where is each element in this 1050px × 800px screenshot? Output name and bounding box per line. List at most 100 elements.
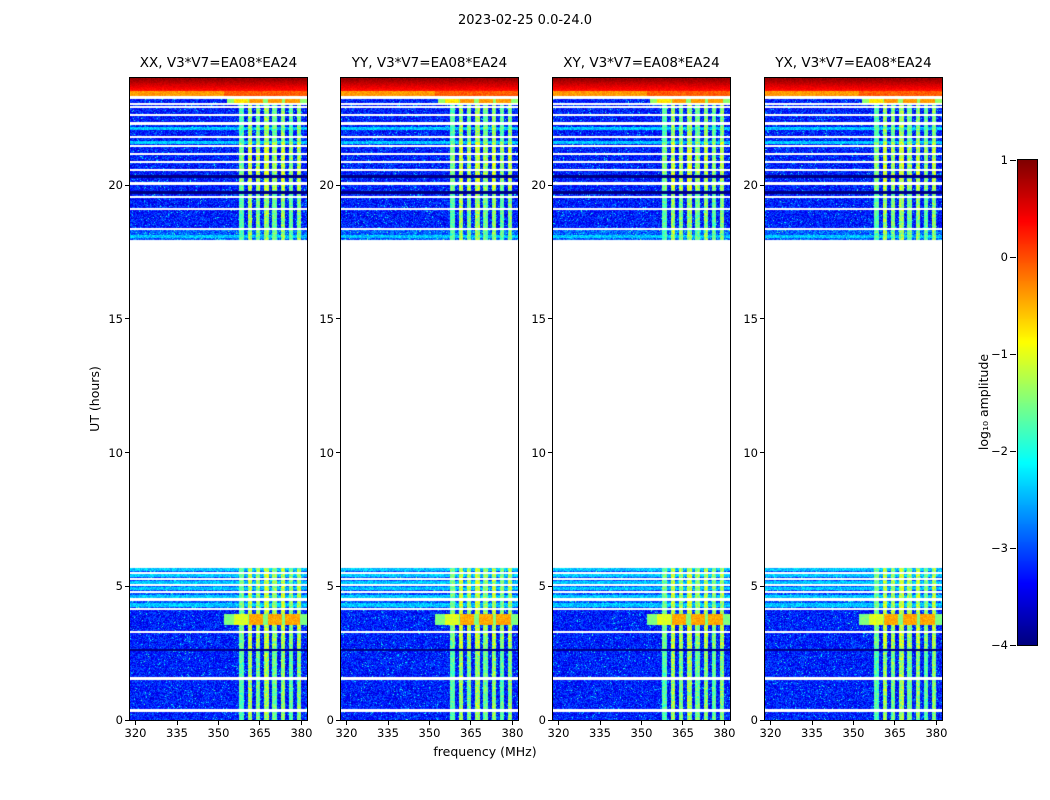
subplot-title: XX, V3*V7=EA08*EA24 bbox=[139, 55, 298, 71]
tick-mark bbox=[723, 721, 725, 725]
subplot-yx: YX, V3*V7=EA08*EA24 320 335 350 365 380 0 5 10 1… bbox=[743, 55, 947, 740]
tick-mark bbox=[387, 721, 389, 725]
tick-mark bbox=[218, 721, 219, 725]
tick-label-x: 365 bbox=[460, 726, 482, 740]
tick-label-x: 380 bbox=[713, 726, 736, 740]
tick-label-x: 335 bbox=[589, 726, 611, 740]
tick-mark bbox=[548, 585, 552, 587]
tick-mark bbox=[336, 719, 340, 721]
tick-label-y: 5 bbox=[538, 579, 546, 594]
tick-label-x: 320 bbox=[547, 726, 570, 740]
tick-mark bbox=[125, 184, 129, 186]
tick-label-y: 0 bbox=[115, 713, 123, 727]
tick-mark bbox=[125, 318, 129, 320]
tick-label-x: 365 bbox=[672, 726, 694, 740]
x-axis-label: frequency (MHz) bbox=[433, 744, 537, 759]
tick-label-y: 15 bbox=[108, 311, 123, 326]
tick-label-y: 10 bbox=[319, 445, 334, 460]
tick-label-y: 10 bbox=[531, 445, 546, 460]
tick-label-y: 10 bbox=[108, 445, 123, 460]
tick-mark bbox=[548, 318, 552, 320]
tick-label-x: 350 bbox=[207, 726, 230, 740]
figure-title: 2023-02-25 0.0-24.0 bbox=[458, 13, 592, 28]
tick-label-y: 20 bbox=[108, 178, 123, 192]
colorbar-tick-label: −4 bbox=[991, 638, 1008, 652]
tick-mark bbox=[599, 721, 601, 725]
colorbar-tick bbox=[1010, 644, 1016, 646]
tick-label-x: 350 bbox=[842, 726, 865, 740]
tick-label-x: 365 bbox=[884, 726, 906, 740]
tick-label-y: 10 bbox=[743, 445, 758, 460]
tick-label-y: 15 bbox=[319, 311, 334, 326]
tick-mark bbox=[346, 721, 348, 725]
subplot-title: YX, V3*V7=EA08*EA24 bbox=[775, 55, 932, 71]
tick-mark bbox=[811, 721, 813, 725]
tick-label-y: 20 bbox=[531, 178, 546, 192]
colorbar-tick-label: −3 bbox=[991, 541, 1008, 555]
colorbar-tick-label: 0 bbox=[1000, 250, 1008, 264]
tick-label-x: 320 bbox=[335, 726, 358, 740]
tick-mark bbox=[935, 721, 937, 725]
tick-mark bbox=[429, 721, 430, 725]
colorbar-tick-label: −1 bbox=[991, 347, 1008, 361]
colorbar-tick bbox=[1010, 159, 1016, 161]
subplot-xy: XY, V3*V7=EA08*EA24 320 335 350 365 380 0 5 10 1… bbox=[531, 55, 735, 740]
colorbar-tick-label: 1 bbox=[1000, 153, 1008, 167]
colorbar-label-text: log₁₀ amplitude bbox=[976, 353, 991, 451]
tick-label-x: 380 bbox=[290, 726, 313, 740]
colorbar-label: log₁₀ amplitude bbox=[976, 332, 992, 472]
tick-mark bbox=[760, 318, 764, 320]
tick-label-x: 365 bbox=[249, 726, 271, 740]
tick-mark bbox=[135, 721, 137, 725]
tick-label-x: 320 bbox=[124, 726, 147, 740]
colorbar-tick bbox=[1010, 256, 1016, 258]
colorbar-tick bbox=[1010, 450, 1016, 452]
tick-label-y: 0 bbox=[326, 713, 334, 727]
tick-mark bbox=[176, 721, 178, 725]
tick-label-x: 350 bbox=[418, 726, 441, 740]
tick-mark bbox=[760, 184, 764, 186]
tick-label-y: 15 bbox=[531, 311, 546, 326]
tick-label-y: 20 bbox=[319, 178, 334, 192]
heatmap-canvas-yx bbox=[764, 77, 943, 721]
tick-mark bbox=[511, 721, 513, 725]
tick-label-x: 335 bbox=[801, 726, 823, 740]
tick-label-y: 0 bbox=[538, 713, 546, 727]
subplot-xx: XX, V3*V7=EA08*EA24 320 335 350 365 380 0 5 10 1… bbox=[108, 55, 312, 740]
tick-label-x: 320 bbox=[759, 726, 782, 740]
tick-mark bbox=[853, 721, 854, 725]
tick-mark bbox=[125, 719, 129, 721]
tick-label-y: 20 bbox=[743, 178, 758, 192]
tick-label-y: 5 bbox=[750, 579, 758, 594]
tick-label-y: 5 bbox=[115, 579, 123, 594]
tick-mark bbox=[336, 318, 340, 320]
tick-mark bbox=[336, 585, 340, 587]
tick-mark bbox=[641, 721, 642, 725]
tick-mark bbox=[336, 184, 340, 186]
heatmap-canvas-xx bbox=[129, 77, 308, 721]
colorbar-tick bbox=[1010, 353, 1016, 355]
subplot-yy: YY, V3*V7=EA08*EA24 320 335 350 365 380 0 5 10 1… bbox=[319, 55, 523, 740]
heatmap-canvas-xy bbox=[552, 77, 731, 721]
tick-mark bbox=[770, 721, 772, 725]
colorbar-tick bbox=[1010, 547, 1016, 549]
heatmap-canvas-yy bbox=[340, 77, 519, 721]
tick-mark bbox=[300, 721, 302, 725]
subplot-title: YY, V3*V7=EA08*EA24 bbox=[351, 55, 508, 71]
subplot-title: XY, V3*V7=EA08*EA24 bbox=[563, 55, 720, 71]
tick-label-x: 350 bbox=[630, 726, 653, 740]
tick-label-x: 380 bbox=[501, 726, 524, 740]
tick-label-x: 380 bbox=[925, 726, 948, 740]
tick-mark bbox=[558, 721, 560, 725]
tick-label-x: 335 bbox=[377, 726, 399, 740]
tick-mark bbox=[548, 719, 552, 721]
tick-mark bbox=[760, 585, 764, 587]
tick-mark bbox=[548, 184, 552, 186]
tick-mark bbox=[548, 452, 552, 453]
tick-mark bbox=[125, 452, 129, 453]
tick-mark bbox=[259, 721, 261, 725]
tick-mark bbox=[336, 452, 340, 453]
tick-mark bbox=[760, 452, 764, 453]
tick-mark bbox=[470, 721, 472, 725]
